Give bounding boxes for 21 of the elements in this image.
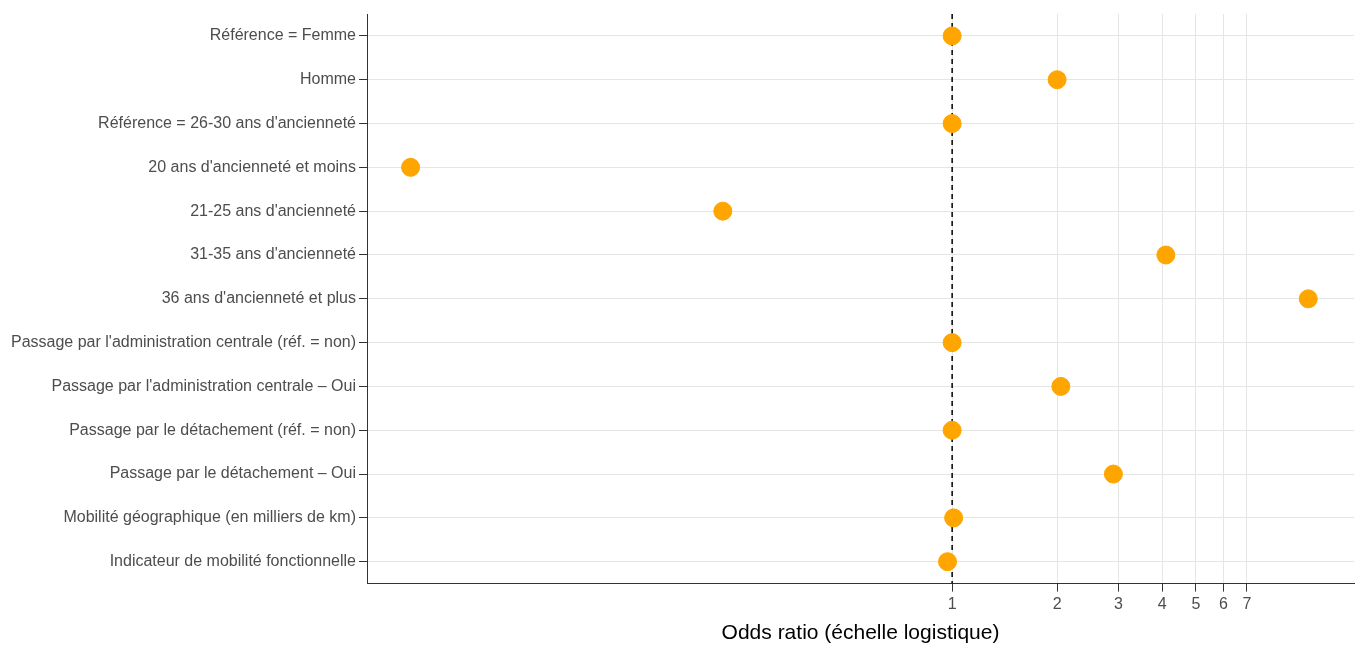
- y-tick-label: 31-35 ans d'ancienneté: [190, 245, 357, 263]
- y-tick-label: Homme: [299, 70, 357, 88]
- y-tick-label: Indicateur de mobilité fonctionnelle: [109, 552, 357, 570]
- x-tick-label: 4: [1157, 594, 1167, 612]
- y-tick-label: Référence = 26-30 ans d'ancienneté: [98, 113, 357, 131]
- x-tick-label: 5: [1191, 594, 1201, 612]
- x-axis-title: Odds ratio (échelle logistique): [721, 620, 1000, 644]
- x-tick-label: 6: [1219, 594, 1229, 612]
- y-tick-label: 21-25 ans d'ancienneté: [190, 201, 357, 219]
- y-tick-label: 36 ans d'ancienneté et plus: [161, 289, 357, 307]
- x-tick-label: 3: [1114, 594, 1124, 612]
- y-tick-label: 20 ans d'ancienneté et moins: [148, 157, 357, 175]
- x-tick-label: 7: [1242, 594, 1252, 612]
- y-tick-label: Passage par le détachement – Oui: [109, 464, 357, 482]
- y-tick-label: Référence = Femme: [209, 26, 357, 44]
- y-tick-label: Mobilité géographique (en milliers de km): [63, 508, 357, 526]
- y-tick-label: Passage par l'administration centrale (réf. = non): [10, 333, 357, 351]
- x-tick-label: 2: [1052, 594, 1062, 612]
- y-tick-label: Passage par le détachement (réf. = non): [69, 420, 357, 438]
- x-tick-label: 1: [947, 594, 957, 612]
- y-tick-label: Passage par l'administration centrale – Oui: [51, 376, 357, 394]
